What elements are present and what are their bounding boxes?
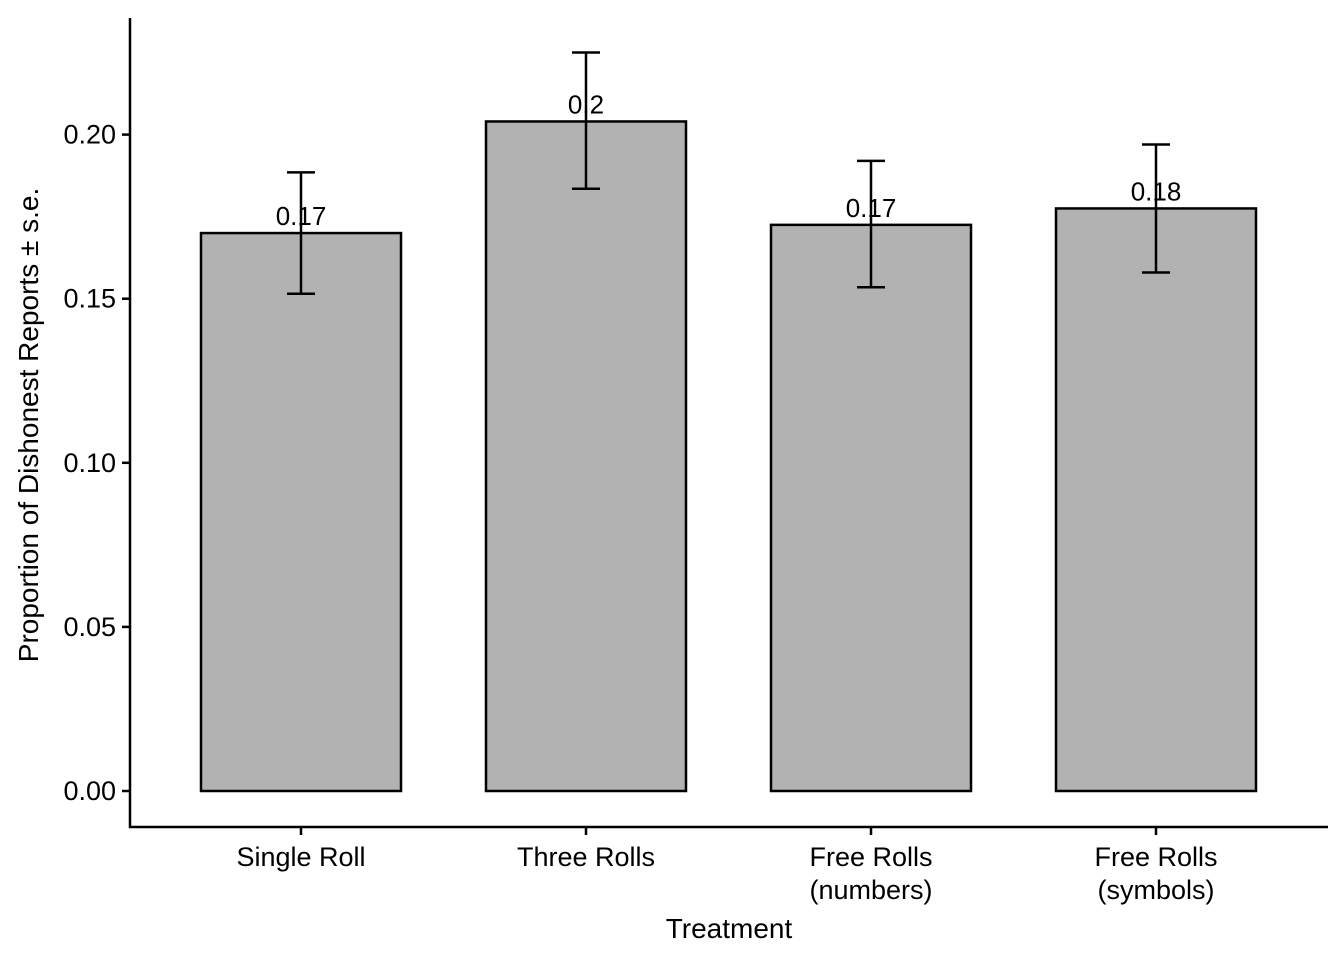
bars-layer <box>199 120 1258 793</box>
y-axis-title: Proportion of Dishonest Reports ± s.e. <box>13 188 44 662</box>
data-label: 0.2 <box>568 89 604 119</box>
y-tick-label: 0.20 <box>63 120 116 150</box>
x-tick-label: Single Roll <box>236 842 365 872</box>
error-bar <box>1142 143 1170 274</box>
data-label: 0.17 <box>846 193 897 223</box>
y-tick-label: 0.00 <box>63 776 116 806</box>
axes-layer <box>128 18 1328 829</box>
bar <box>1054 207 1258 793</box>
data-label: 0.18 <box>1131 176 1182 206</box>
bar <box>199 231 403 793</box>
error-bar <box>857 159 885 289</box>
x-axis-title: Treatment <box>666 913 793 944</box>
error-bars-layer <box>287 51 1170 296</box>
data-labels-layer: 0.17 0.2 0.17 0.18 <box>276 89 1182 231</box>
data-label: 0.17 <box>276 201 327 231</box>
bar <box>769 223 973 793</box>
error-bar <box>572 51 600 191</box>
bar <box>484 120 688 793</box>
y-ticks-layer: 0.00 0.05 0.10 0.15 0.20 <box>63 120 130 806</box>
y-tick-label: 0.10 <box>63 448 116 478</box>
x-tick-label: Free Rolls (numbers) <box>809 842 932 905</box>
y-tick-label: 0.05 <box>63 612 116 642</box>
y-tick-label: 0.15 <box>63 284 116 314</box>
x-ticks-layer: Single Roll Three Rolls Free Rolls (numbers… <box>236 827 1218 905</box>
x-tick-label: Free Rolls (symbols) <box>1094 842 1217 905</box>
error-bar <box>287 171 315 296</box>
x-tick-label: Three Rolls <box>517 842 655 872</box>
